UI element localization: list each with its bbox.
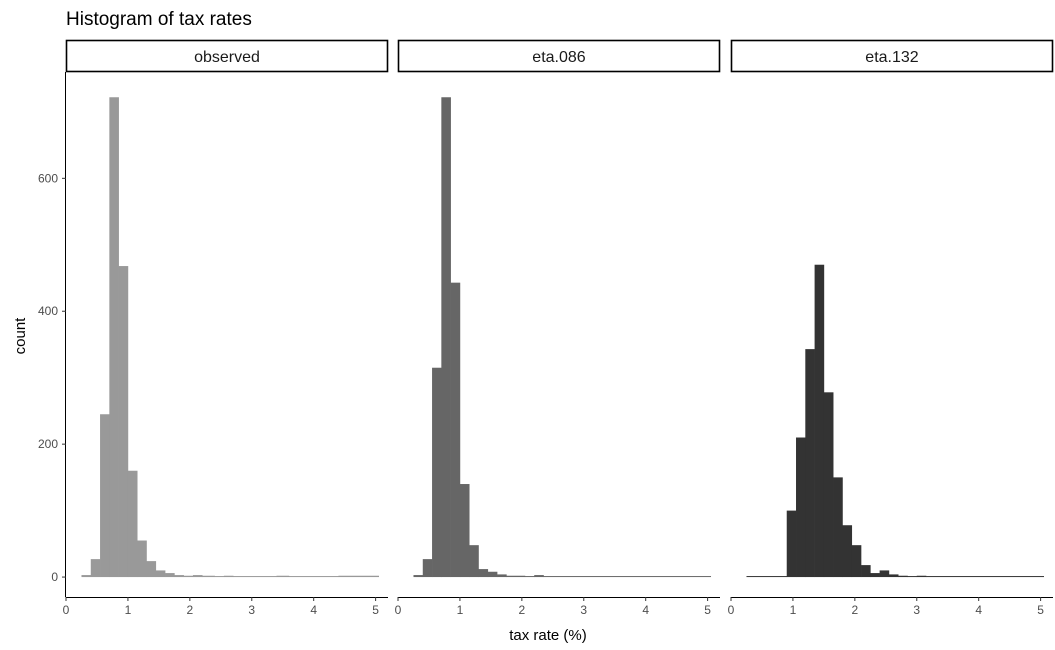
histogram-bar <box>202 575 215 578</box>
x-tick-label: 5 <box>372 603 379 617</box>
histogram-bar <box>898 575 908 578</box>
histogram-bar <box>155 570 166 578</box>
facet-strip-label: eta.086 <box>532 49 585 66</box>
histogram-bar <box>805 349 815 578</box>
histogram-bar <box>786 510 797 578</box>
histogram-bar <box>926 576 1045 578</box>
histogram-bar <box>413 575 424 578</box>
histogram-bar <box>796 437 806 578</box>
y-axis-title: count <box>12 317 29 355</box>
histogram-bar <box>478 569 489 578</box>
y-tick-label: 600 <box>38 171 58 185</box>
histogram-bar <box>888 574 899 578</box>
histogram-bar <box>879 570 890 578</box>
histogram-bar <box>916 575 927 578</box>
x-tick-label: 2 <box>519 603 526 617</box>
histogram-bar <box>543 576 712 578</box>
x-tick-label: 3 <box>913 603 920 617</box>
histogram-bar <box>276 575 290 578</box>
x-tick-label: 0 <box>63 603 70 617</box>
facet-strip <box>730 39 1054 73</box>
histogram-bar <box>127 470 138 578</box>
histogram-bar <box>746 576 788 578</box>
histogram-bar <box>118 266 129 578</box>
facet-strip <box>65 39 389 73</box>
histogram-bar <box>506 575 526 578</box>
chart-title: Histogram of tax rates <box>66 9 252 30</box>
x-tick-label: 2 <box>187 603 194 617</box>
y-tick-label: 400 <box>38 304 58 318</box>
histogram-bar <box>497 574 507 578</box>
histogram-bar <box>422 559 433 578</box>
facet-strip-label: eta.132 <box>865 49 918 66</box>
histogram-bar <box>233 576 277 578</box>
x-tick-label: 1 <box>125 603 132 617</box>
histogram-bar <box>469 545 479 578</box>
histogram-bar <box>432 367 442 578</box>
histogram-bar <box>870 573 880 578</box>
histogram-bar <box>223 575 234 578</box>
histogram-bar <box>192 575 203 578</box>
histogram-bar <box>823 392 834 578</box>
histogram-bar <box>109 97 119 578</box>
x-tick-label: 3 <box>248 603 255 617</box>
histogram-bar <box>861 565 871 578</box>
y-tick-label: 0 <box>51 570 58 584</box>
x-tick-label: 0 <box>395 603 402 617</box>
histogram-bar <box>524 576 535 578</box>
x-tick-label: 4 <box>642 603 649 617</box>
histogram-bar <box>450 282 461 578</box>
x-tick-label: 2 <box>852 603 859 617</box>
facet-panel: eta.132 0 1 2 3 4 5 <box>728 39 1054 617</box>
facet-panel: eta.086 0 1 2 3 4 5 <box>395 39 721 617</box>
histogram-bar <box>146 561 157 578</box>
histogram-bar <box>833 477 843 578</box>
facet-panel: observed 0 1 2 3 4 5 0 200 400 600 <box>38 39 389 617</box>
histogram-bar <box>338 575 380 578</box>
facet-strip-label: observed <box>194 49 260 66</box>
histogram-bar <box>459 484 470 578</box>
histogram-bar <box>214 576 225 578</box>
x-tick-label: 4 <box>975 603 982 617</box>
x-tick-label: 3 <box>580 603 587 617</box>
histogram-bar <box>814 264 825 578</box>
y-tick-label: 200 <box>38 437 58 451</box>
x-tick-label: 5 <box>1037 603 1044 617</box>
x-tick-label: 5 <box>704 603 711 617</box>
histogram-bar <box>288 576 339 578</box>
x-tick-label: 1 <box>790 603 797 617</box>
histogram-bar <box>165 573 175 578</box>
histogram-bar <box>441 97 451 578</box>
x-axis-title: tax rate (%) <box>509 627 587 644</box>
histogram-bar <box>90 559 101 578</box>
histogram-bar <box>174 575 184 578</box>
histogram-bar <box>183 575 194 578</box>
histogram-bar <box>534 575 544 578</box>
histogram-bar <box>81 575 92 578</box>
histogram-bar <box>137 540 147 578</box>
histogram-bar <box>851 545 862 578</box>
histogram-bar <box>487 571 498 578</box>
x-tick-label: 0 <box>728 603 735 617</box>
histogram-bar <box>842 525 853 578</box>
facet-strip <box>397 39 721 73</box>
x-tick-label: 1 <box>457 603 464 617</box>
histogram-bar <box>907 576 918 578</box>
x-tick-label: 4 <box>310 603 317 617</box>
histogram-bar <box>100 414 110 578</box>
